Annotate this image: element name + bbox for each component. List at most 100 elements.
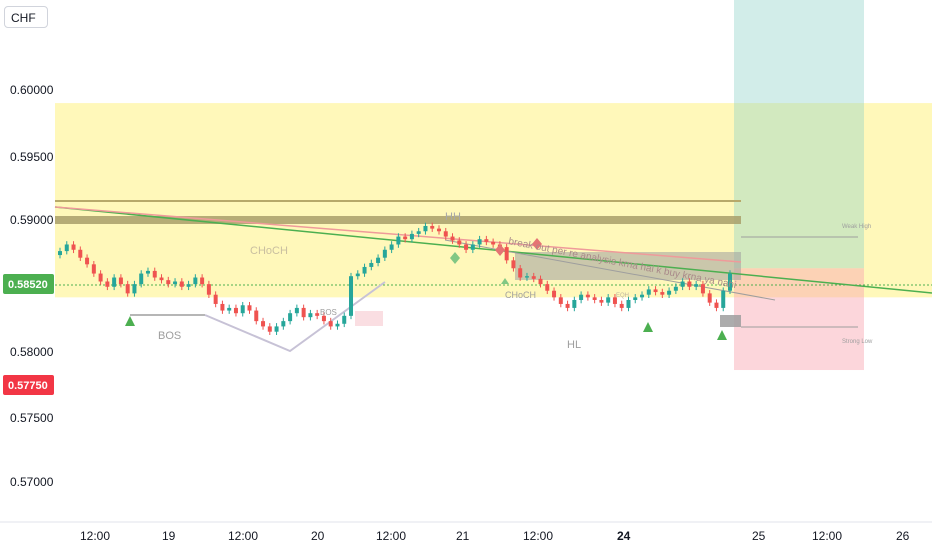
candle-body xyxy=(179,281,184,287)
candle-body xyxy=(213,294,218,304)
candle-body xyxy=(91,264,96,274)
label-hh: HH xyxy=(445,211,461,223)
candle-body xyxy=(321,315,326,322)
x-tick: 21 xyxy=(456,529,470,543)
candle-body xyxy=(728,273,732,291)
candle-body xyxy=(423,225,428,232)
candle-body xyxy=(382,249,387,258)
candle-body xyxy=(714,302,719,308)
swing-marker xyxy=(501,278,509,284)
small-order-block xyxy=(355,311,383,326)
candle-body xyxy=(315,313,320,316)
candle-body xyxy=(545,284,550,291)
candle-body xyxy=(606,297,611,303)
candle-body xyxy=(173,281,178,285)
label-choch-right: CHoCH xyxy=(505,290,536,300)
label-bos-small: BOS xyxy=(320,308,337,317)
label-strong-low: Strong Low xyxy=(842,339,873,345)
candle-body xyxy=(342,315,347,324)
candle-body xyxy=(64,244,69,252)
candle-body xyxy=(139,273,144,285)
candle-body xyxy=(78,249,83,258)
diamond-marker xyxy=(450,252,460,264)
candle-body xyxy=(335,323,340,327)
candle-body xyxy=(653,289,658,293)
candle-body xyxy=(626,299,631,308)
candle-body xyxy=(376,257,381,263)
price-axis[interactable]: 0.60000 0.59500 0.59000 0.58000 0.57500 … xyxy=(10,83,54,489)
candle-body xyxy=(640,294,645,298)
candle-body xyxy=(572,299,577,308)
candle-body xyxy=(186,284,191,287)
candle-body xyxy=(687,281,692,287)
x-tick: 12:00 xyxy=(523,529,553,543)
entry-marker-box xyxy=(720,315,741,327)
candle-body xyxy=(281,321,286,327)
candle-body xyxy=(112,277,117,287)
candle-body xyxy=(159,277,164,281)
candle-body xyxy=(633,297,638,300)
candle-body xyxy=(443,231,448,237)
candle-body xyxy=(565,303,570,308)
label-eqh: EQH xyxy=(616,293,629,299)
candle-body xyxy=(403,236,408,240)
candle-body xyxy=(504,247,509,261)
candle-body xyxy=(261,321,266,327)
candle-body xyxy=(328,321,333,327)
candle-body xyxy=(58,251,62,256)
candle-body xyxy=(619,303,624,308)
candle-body xyxy=(680,281,685,287)
candle-body xyxy=(612,297,617,304)
candle-body xyxy=(85,257,90,265)
currency-button[interactable]: CHF xyxy=(4,6,48,28)
diamond-marker xyxy=(532,238,542,250)
candle-body xyxy=(396,236,401,245)
candle-body xyxy=(233,307,238,314)
candle-body xyxy=(579,294,584,300)
candle-body xyxy=(700,284,705,294)
candle-body xyxy=(531,276,536,279)
x-tick: 20 xyxy=(311,529,325,543)
candle-body xyxy=(491,241,496,245)
candle-body xyxy=(349,276,354,316)
candle-body xyxy=(707,293,712,303)
x-tick: 19 xyxy=(162,529,176,543)
candle-body xyxy=(98,273,103,282)
stop-price-text: 0.57750 xyxy=(8,380,48,392)
candle-body xyxy=(667,290,672,295)
green-trendline xyxy=(54,206,932,294)
candle-body xyxy=(166,280,171,285)
candle-body xyxy=(362,266,367,274)
time-axis[interactable]: 12:00 19 12:00 20 12:00 21 12:00 24 25 1… xyxy=(80,529,910,543)
candle-body xyxy=(240,305,245,314)
candle-body xyxy=(552,290,557,298)
candle-body xyxy=(524,276,529,278)
label-bos: BOS xyxy=(158,330,181,342)
x-tick: 12:00 xyxy=(228,529,258,543)
candle-body xyxy=(518,268,523,278)
y-tick: 0.57000 xyxy=(10,475,54,489)
candle-body xyxy=(145,270,150,274)
candle-body xyxy=(105,281,110,287)
candle-body xyxy=(267,326,272,332)
candle-body xyxy=(660,292,665,295)
candle-body xyxy=(308,313,313,318)
x-tick: 12:00 xyxy=(376,529,406,543)
candle-body xyxy=(227,307,232,311)
gray-order-block xyxy=(515,252,741,280)
swing-low-marker xyxy=(717,330,727,340)
candle-body xyxy=(538,278,543,285)
candle-body xyxy=(254,310,259,322)
x-tick: 25 xyxy=(752,529,766,543)
candle-body xyxy=(416,231,421,234)
x-tick: 12:00 xyxy=(80,529,110,543)
candle-body xyxy=(464,244,469,250)
candle-body xyxy=(288,313,293,322)
y-tick: 0.59000 xyxy=(10,213,54,227)
candle-body xyxy=(274,326,279,332)
current-price-text: 0.58520 xyxy=(8,279,48,291)
candle-body xyxy=(558,297,563,304)
stop-zone xyxy=(734,268,864,371)
candle-body xyxy=(511,260,516,269)
